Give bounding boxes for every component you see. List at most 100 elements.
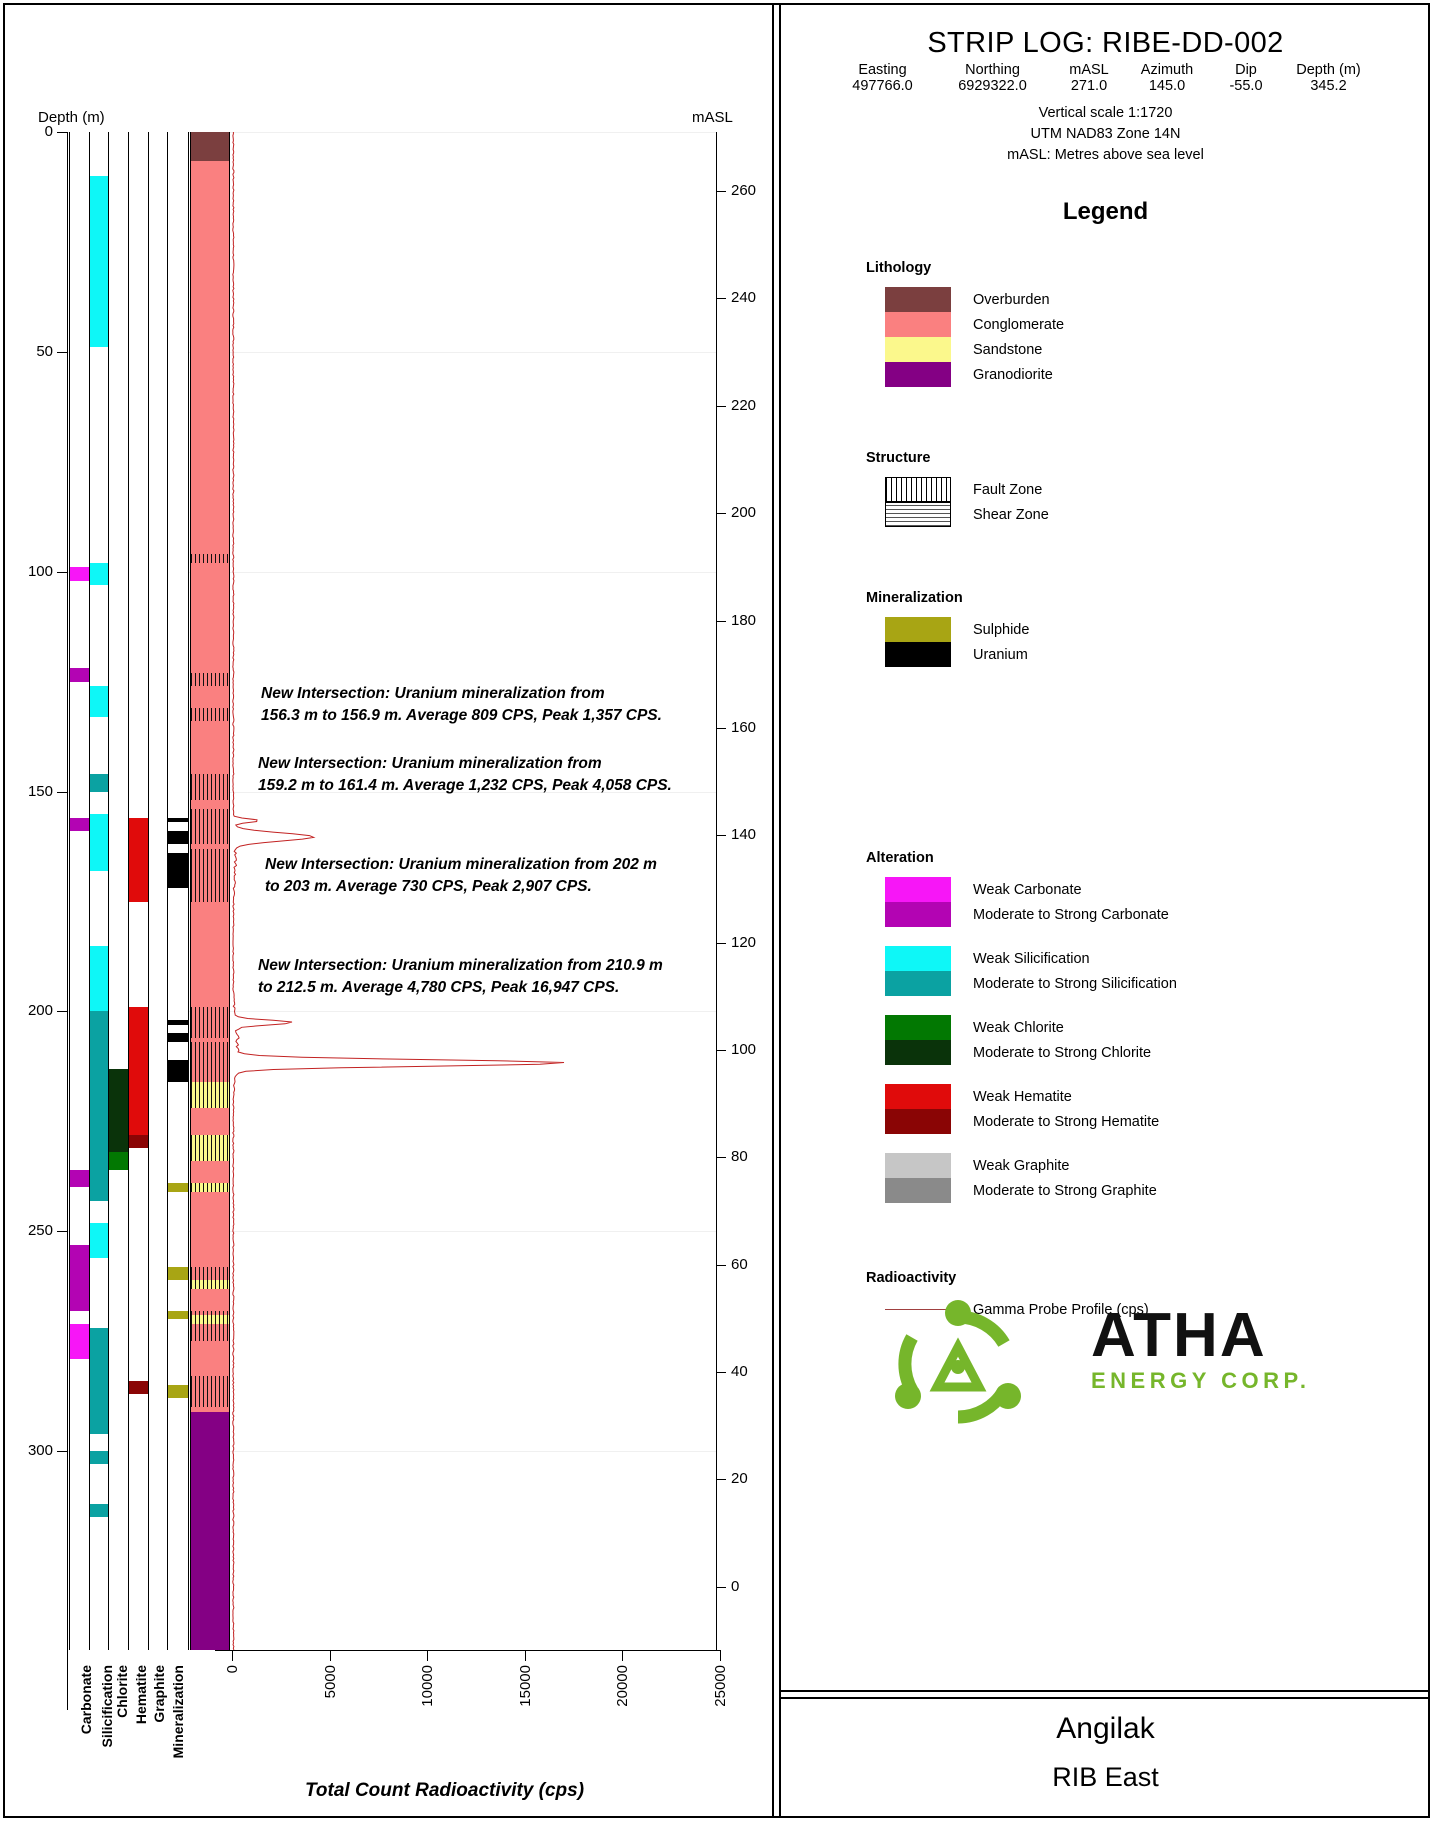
masl-tick-label: 20 [731,1470,748,1488]
collar-value-northing: 6929322.0 [958,78,1027,94]
track-segment [168,818,188,823]
legend-item[interactable]: Moderate to Strong Graphite [866,1178,1177,1203]
legend-item[interactable]: Conglomerate [866,312,1064,337]
legend-item[interactable]: Weak Chlorite [866,1015,1177,1040]
legend-item[interactable]: Sulphide [866,617,1029,642]
color-swatch [885,287,951,312]
masl-axis-label: mASL [692,109,733,126]
legend-item-label: Weak Graphite [973,1157,1070,1174]
masl-tick [716,1049,726,1051]
masl-tick-label: 0 [731,1577,740,1595]
structure-overlay [191,1081,229,1109]
legend-group-alteration: Alteration Weak Carbonate Moderate to Stro… [866,850,1177,1222]
masl-tick-label: 260 [731,182,757,200]
depth-tick [57,132,67,133]
legend-item[interactable]: Fault Zone [866,477,1049,502]
masl-tick [716,1372,726,1374]
x-axis-line [215,1650,720,1651]
x-tick [720,1650,721,1661]
legend-item[interactable]: Moderate to Strong Silicification [866,971,1177,996]
track-fill [168,132,188,1650]
legend-item-label: Gamma Probe Profile (cps) [973,1301,1149,1318]
legend-item[interactable]: Weak Silicification [866,946,1177,971]
legend-item-label: Moderate to Strong Graphite [973,1182,1157,1199]
depth-tick-label: 0 [44,123,53,140]
legend-items: Gamma Probe Profile (cps) [866,1297,1149,1322]
color-swatch [885,1015,951,1040]
x-tick [622,1650,624,1661]
legend-item[interactable]: Shear Zone [866,502,1049,527]
color-swatch [885,337,951,362]
structure-overlay [191,848,229,902]
strip-log-plot: Depth (m) mASL 0 50 100 150 200 250 300 260 240… [5,5,771,1816]
atha-logo-mark [895,1300,1021,1424]
meta-scale: Vertical scale 1:1720 [1038,105,1173,121]
masl-tick [716,1479,726,1481]
depth-tick-label: 150 [27,782,53,800]
gamma-line-swatch [885,1309,951,1310]
x-tick [329,1650,331,1661]
track-mineralization [167,132,189,1650]
depth-tick [57,571,67,573]
masl-tick [716,620,726,622]
track-segment [168,1033,188,1043]
color-swatch [885,971,951,996]
annotation-1: New Intersection: Uranium mineralization… [261,685,662,724]
gamma-curve [232,132,565,1651]
collar-value-masl: 271.0 [1070,78,1108,94]
collar-header-depth: Depth (m) [1296,62,1361,78]
legend-group-mineralization: Mineralization Sulphide Uranium [866,590,1029,667]
meta-info: Vertical scale 1:1720 UTM NAD83 Zone 14N… [781,103,1430,166]
legend-item[interactable]: Overburden [866,287,1064,312]
legend-item[interactable]: Weak Carbonate [866,877,1177,902]
legend-item[interactable]: Moderate to Strong Carbonate [866,902,1177,927]
legend-items: Weak Carbonate Moderate to Strong Carbona… [866,877,1177,1203]
masl-tick [716,835,726,837]
collar-table: Easting Northing mASL Azimuth Dip Depth … [781,62,1430,94]
masl-tick [716,191,726,193]
structure-overlay [191,1134,229,1161]
legend-items: Overburden Conglomerate Sandstone Granodior… [866,287,1064,387]
legend-group-heading: Mineralization [866,590,963,606]
legend-item[interactable]: Moderate to Strong Hematite [866,1109,1177,1134]
panel-divider-left [772,5,774,1816]
color-swatch [885,877,951,902]
logo-wordmark: ATHA [1091,1301,1267,1370]
track-segment [168,1385,188,1399]
x-axis-title: Total Count Radioactivity (cps) [305,1780,585,1801]
lithology-track [190,132,230,1650]
track-segment [168,1182,188,1192]
collar-header-azimuth: Azimuth [1140,62,1194,78]
masl-tick-label: 40 [731,1363,748,1381]
color-swatch [885,617,951,642]
track-segment [168,1059,188,1082]
color-swatch [885,1109,951,1134]
depth-axis-label: Depth (m) [38,109,105,126]
masl-tick [716,1157,726,1159]
depth-tick-label: 200 [27,1002,53,1020]
meta-datum: UTM NAD83 Zone 14N [1030,126,1181,143]
legend-item-label: Weak Hematite [973,1088,1072,1105]
depth-tick [57,1231,67,1233]
meta-masl: mASL: Metres above sea level [1007,147,1204,164]
legend-item[interactable]: Moderate to Strong Chlorite [866,1040,1177,1065]
atha-logo: ATHA ENERGY CORP. [851,1295,1371,1455]
collar-value-easting: 497766.0 [852,78,913,94]
legend-item[interactable]: Weak Hematite [866,1084,1177,1109]
legend-item[interactable]: Gamma Probe Profile (cps) [866,1297,1149,1322]
legend-item[interactable]: Sandstone [866,337,1064,362]
color-swatch [885,1084,951,1109]
legend-group-structure: Structure Fault Zone Shear Zone [866,450,1049,527]
legend-group-heading: Alteration [866,850,934,866]
color-swatch [885,902,951,927]
legend-group-lithology: Lithology Overburden Conglomerate Sandstone… [866,260,1064,387]
legend-item[interactable]: Uranium [866,642,1029,667]
color-swatch [885,1153,951,1178]
masl-tick-label: 80 [731,1148,748,1166]
legend-group-heading: Lithology [866,260,932,276]
depth-tick-label: 300 [27,1442,53,1460]
legend-item[interactable]: Granodiorite [866,362,1064,387]
legend-item[interactable]: Weak Graphite [866,1153,1177,1178]
masl-tick-label: 240 [731,289,757,307]
legend-item-label: Uranium [973,646,1028,663]
